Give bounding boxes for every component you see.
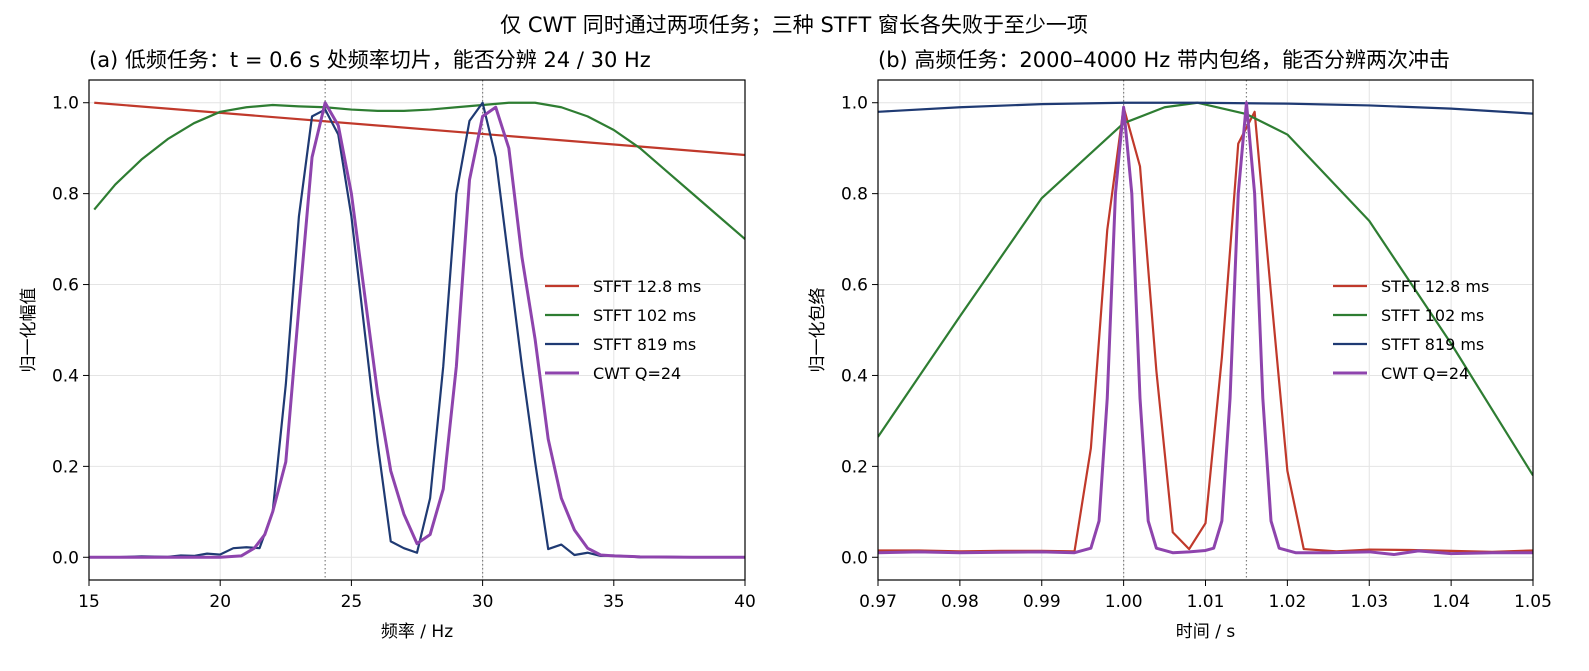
x-tick-label: 0.99 <box>1023 592 1061 612</box>
legend-label: STFT 819 ms <box>1381 335 1484 354</box>
panel-title: (b) 高频任务：2000–4000 Hz 带内包络，能否分辨两次冲击 <box>878 48 1450 72</box>
legend-label: STFT 12.8 ms <box>1381 277 1489 296</box>
y-tick-label: 0.0 <box>841 548 868 568</box>
x-tick-label: 0.97 <box>859 592 897 612</box>
legend-label: CWT Q=24 <box>593 364 681 383</box>
legend: STFT 12.8 ms STFT 102 ms STFT 819 ms CWT Q=… <box>1333 277 1489 383</box>
panel-a: 15 20 25 30 35 40 0.0 0.2 0.4 0.6 0.8 1.0 (a) 低频任务：t… <box>19 48 756 642</box>
y-tick-label: 0.6 <box>841 276 868 296</box>
legend-label: CWT Q=24 <box>1381 364 1469 383</box>
legend: STFT 12.8 ms STFT 102 ms STFT 819 ms CWT Q=… <box>545 277 701 383</box>
x-tick-label: 40 <box>734 592 756 612</box>
y-tick-label: 0.4 <box>841 366 868 386</box>
x-tick-label: 1.05 <box>1514 592 1552 612</box>
y-tick-label: 0.8 <box>52 185 79 205</box>
panel-title: (a) 低频任务：t = 0.6 s 处频率切片，能否分辨 24 / 30 Hz <box>89 48 651 72</box>
y-tick-label: 1.0 <box>52 94 79 114</box>
panel-b: 0.97 0.98 0.99 1.00 1.01 1.02 1.03 1.04 1.05 0.0 0… <box>808 48 1552 642</box>
x-tick-label: 20 <box>209 592 231 612</box>
series-line-4 <box>878 101 1533 557</box>
x-tick-label: 1.02 <box>1268 592 1306 612</box>
y-tick-label: 0.2 <box>841 457 868 477</box>
legend-label: STFT 102 ms <box>1381 306 1484 325</box>
x-tick-label: 1.01 <box>1187 592 1225 612</box>
x-tick-label: 15 <box>78 592 100 612</box>
legend-label: STFT 102 ms <box>593 306 696 325</box>
legend-label: STFT 12.8 ms <box>593 277 701 296</box>
x-tick-label: 35 <box>603 592 625 612</box>
figure-suptitle: 仅 CWT 同时通过两项任务；三种 STFT 窗长各失败于至少一项 <box>500 13 1088 37</box>
x-tick-label: 1.04 <box>1432 592 1470 612</box>
y-tick-label: 0.6 <box>52 276 79 296</box>
y-tick-label: 0.2 <box>52 457 79 477</box>
x-tick-label: 1.03 <box>1350 592 1388 612</box>
series-line-4 <box>89 101 745 559</box>
y-tick-label: 0.4 <box>52 366 79 386</box>
x-tick-label: 0.98 <box>941 592 979 612</box>
series-line-2 <box>93 101 745 240</box>
axes-frame <box>88 79 746 581</box>
y-tick-label: 0.8 <box>841 185 868 205</box>
x-axis-label: 频率 / Hz <box>381 622 453 642</box>
y-tick-label: 1.0 <box>841 94 868 114</box>
x-tick-label: 1.00 <box>1105 592 1143 612</box>
x-tick-label: 30 <box>472 592 494 612</box>
series-line-3 <box>878 101 1533 115</box>
x-axis-label: 时间 / s <box>1176 622 1236 642</box>
series-line-3 <box>89 101 745 559</box>
legend-label: STFT 819 ms <box>593 335 696 354</box>
y-tick-label: 0.0 <box>52 548 79 568</box>
x-tick-label: 25 <box>341 592 363 612</box>
y-axis-label: 归一化幅值 <box>19 288 39 373</box>
y-axis-label: 归一化包络 <box>808 288 828 373</box>
